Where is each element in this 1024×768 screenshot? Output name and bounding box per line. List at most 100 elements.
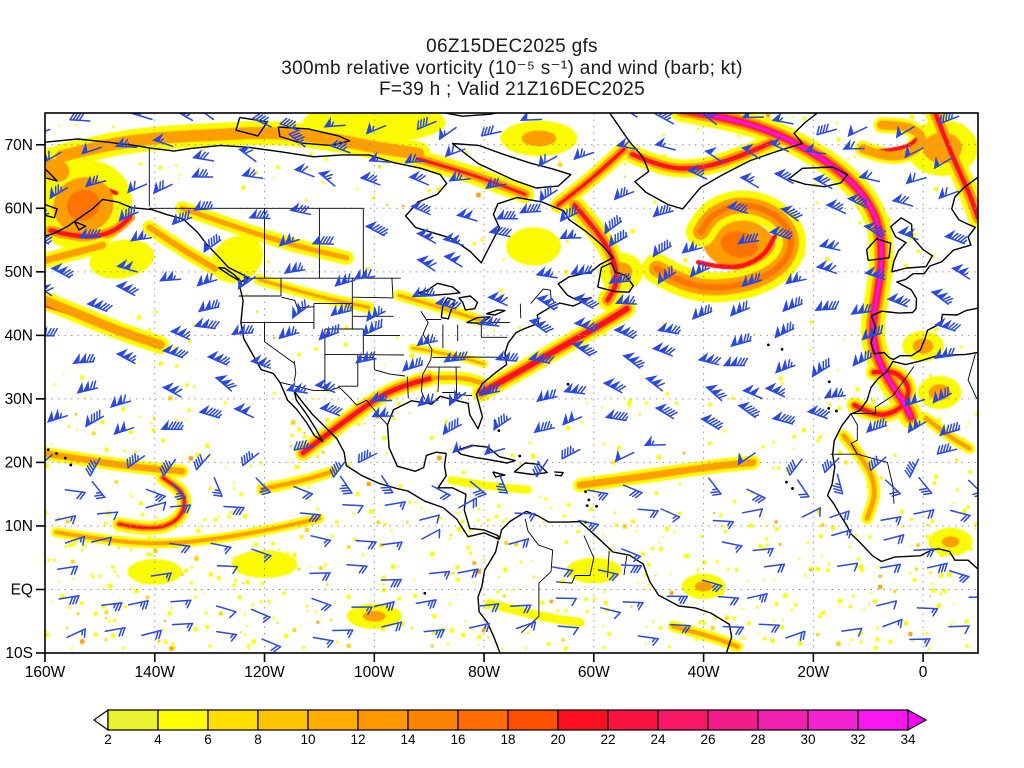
wind-barb [895, 125, 915, 139]
wind-barb [58, 594, 80, 606]
wind-barb [704, 384, 727, 402]
wind-barb [359, 171, 381, 186]
colorbar-segment [607, 709, 659, 731]
wind-barb [169, 542, 191, 554]
wind-barb [515, 621, 537, 631]
wind-barb [443, 350, 468, 363]
coastline [554, 471, 564, 477]
colorbar-segment [657, 709, 709, 731]
wind-barb [150, 572, 172, 582]
political-border [967, 354, 978, 400]
wind-barb [950, 263, 971, 280]
wind-barb [823, 386, 846, 399]
wind-barb [237, 145, 257, 163]
wind-barb [737, 401, 760, 419]
wind-barb [431, 485, 451, 501]
wind-barb [786, 458, 803, 476]
coastline [513, 462, 548, 476]
wind-barb [746, 592, 768, 603]
wind-barb [192, 149, 215, 162]
wind-barb [223, 505, 245, 516]
wind-barb [852, 349, 873, 367]
wind-barb [737, 452, 756, 466]
wind-barb [818, 238, 841, 251]
wind-barb [78, 227, 101, 239]
wind-barb [561, 445, 581, 460]
wind-barb [159, 458, 177, 477]
wind-barb [448, 170, 471, 182]
wind-barb [652, 204, 674, 218]
wind-barb [371, 406, 394, 418]
wind-barb [384, 501, 406, 511]
wind-barb [868, 455, 887, 472]
wind-barb [404, 152, 427, 164]
wind-barb [559, 205, 580, 223]
wind-barb [45, 150, 62, 163]
wind-barb [519, 113, 543, 122]
wind-barb [587, 489, 609, 501]
colorbar-tick-label: 24 [650, 732, 666, 747]
wind-barb [309, 572, 331, 581]
wind-barb [700, 113, 718, 126]
wind-barb [289, 202, 312, 216]
wind-barb [528, 316, 554, 334]
wind-barb [428, 570, 451, 580]
wind-barb [763, 563, 786, 573]
border-layer [148, 147, 978, 634]
coastline [277, 126, 351, 147]
wind-barb [730, 333, 752, 348]
wind-barb [158, 270, 182, 282]
wind-barb [806, 404, 831, 420]
wind-barb [415, 599, 437, 609]
colorbar-tick-label: 20 [550, 732, 565, 747]
wind-barb [933, 156, 953, 170]
wind-barb [171, 210, 193, 226]
wind-barb [949, 509, 971, 523]
island-dot [587, 498, 591, 502]
wind-barb [622, 484, 643, 499]
wind-barb [879, 563, 902, 574]
coastline [477, 540, 501, 653]
political-border [519, 303, 522, 319]
colorbar-tick-label: 34 [900, 732, 916, 747]
colorbar-tick-label: 32 [850, 732, 865, 747]
wind-barb [812, 173, 833, 190]
wind-barb [443, 251, 463, 268]
wind-barb [660, 508, 681, 523]
wind-barb [129, 229, 152, 242]
wind-barb [478, 382, 501, 397]
wind-barb [45, 454, 53, 462]
wind-barb [831, 529, 852, 539]
wind-barb [177, 113, 194, 122]
wind-barb [519, 202, 542, 214]
political-border [391, 278, 394, 298]
wind-barb [416, 332, 438, 347]
wind-barb [109, 393, 132, 409]
wind-barb [832, 473, 844, 495]
wind-barb [780, 205, 803, 222]
wind-barb [527, 351, 555, 364]
colorbar-tick-label: 12 [350, 732, 365, 747]
colorbar-segment [457, 709, 509, 731]
wind-barb [488, 224, 512, 238]
political-border [406, 376, 409, 399]
wind-barb [45, 279, 54, 297]
wind-barb [569, 263, 594, 275]
wind-barb [368, 151, 391, 163]
lon-tick-label: 80W [468, 664, 500, 681]
wind-barb [64, 488, 86, 500]
wind-barb [939, 421, 961, 437]
wind-barb [891, 193, 914, 207]
lat-tick-label: 20N [5, 454, 33, 471]
wind-barb [104, 626, 126, 637]
wind-barb [918, 476, 933, 496]
wind-barb [880, 516, 902, 526]
wind-barb [816, 123, 838, 136]
colorbar-tick-label: 14 [400, 732, 416, 747]
coastline [218, 266, 243, 283]
coastline [451, 142, 572, 189]
wind-barb [704, 147, 724, 164]
wind-barb [726, 200, 749, 214]
island-dot [835, 409, 838, 413]
wind-barb [381, 541, 403, 551]
